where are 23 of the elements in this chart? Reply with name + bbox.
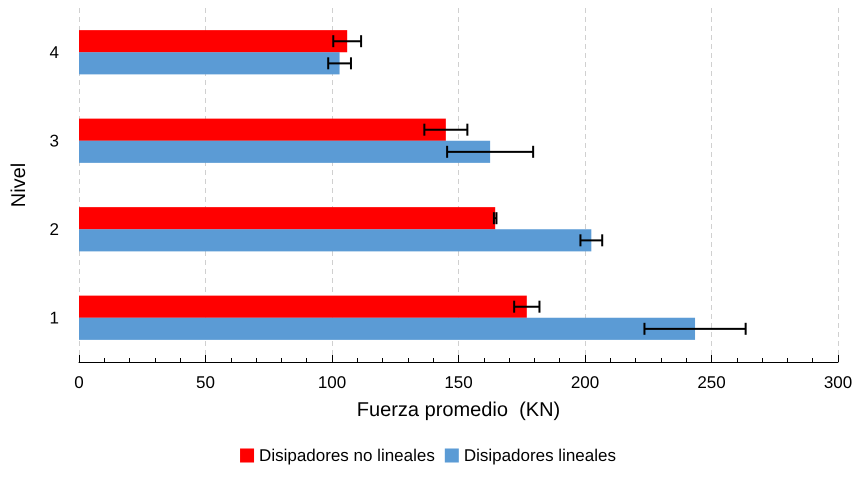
bar	[79, 207, 496, 230]
bar	[79, 318, 696, 340]
bar	[79, 140, 490, 163]
x-axis-title: Fuerza promedio (KN)	[356, 399, 560, 421]
x-tick-label: 250	[697, 373, 726, 392]
legend-label: Disipadores lineales	[464, 446, 616, 465]
y-axis-title: Nivel	[8, 162, 30, 208]
bar	[79, 229, 592, 252]
y-tick-label: 4	[50, 42, 59, 62]
x-tick-label: 300	[824, 373, 852, 392]
x-tick-label: 50	[196, 373, 215, 392]
x-tick-label: 150	[444, 373, 473, 392]
y-tick-label: 2	[50, 220, 59, 239]
bar	[79, 52, 340, 74]
bar	[79, 30, 348, 52]
legend-label: Disipadores no lineales	[259, 446, 435, 465]
y-tick-label: 1	[50, 308, 59, 328]
x-tick-label: 0	[74, 373, 84, 392]
y-tick-label: 3	[50, 131, 59, 150]
bar	[79, 296, 527, 318]
x-tick-label: 100	[318, 373, 346, 392]
bar	[79, 118, 446, 141]
x-tick-label: 200	[570, 373, 600, 392]
